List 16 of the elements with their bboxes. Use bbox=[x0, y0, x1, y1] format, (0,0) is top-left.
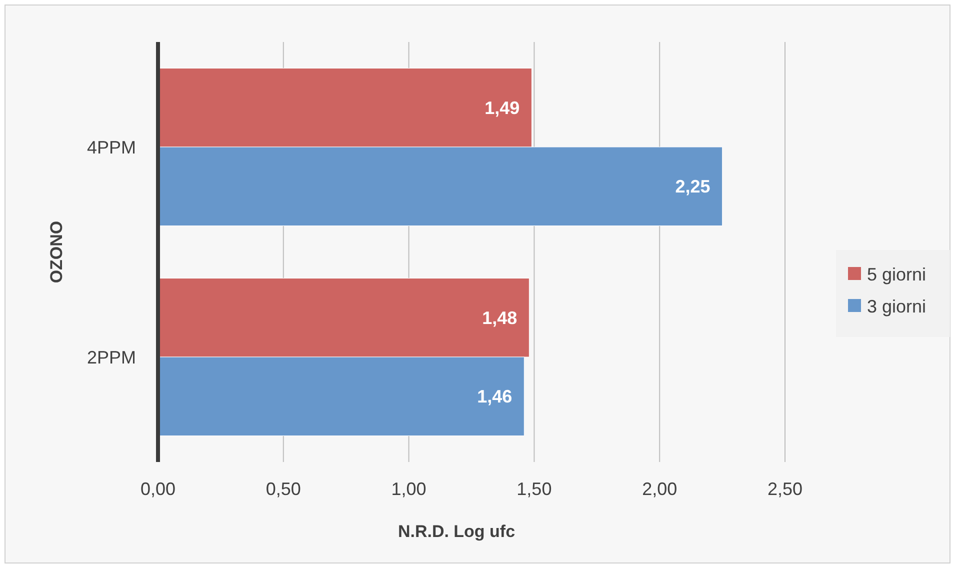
x-tick-label: 1,00 bbox=[391, 479, 426, 499]
x-axis-title: N.R.D. Log ufc bbox=[398, 522, 516, 541]
data-label: 1,49 bbox=[484, 98, 520, 118]
legend-label: 5 giorni bbox=[867, 264, 926, 284]
x-tick-label: 0,50 bbox=[266, 479, 301, 499]
data-label: 2,25 bbox=[675, 176, 710, 197]
data-label: 1,46 bbox=[477, 386, 512, 407]
x-tick-label: 2,00 bbox=[642, 479, 678, 499]
y-tick-label: 2PPM bbox=[86, 347, 136, 368]
x-tick-label: 0,00 bbox=[140, 479, 176, 499]
data-label: 1,48 bbox=[482, 308, 518, 328]
x-tick-label: 1,50 bbox=[516, 479, 552, 499]
legend-label: 3 giorni bbox=[867, 296, 926, 316]
y-tick-label: 4PPM bbox=[86, 137, 136, 158]
y-axis-title: OZONO bbox=[47, 220, 66, 284]
x-tick-label: 2,50 bbox=[767, 479, 803, 499]
